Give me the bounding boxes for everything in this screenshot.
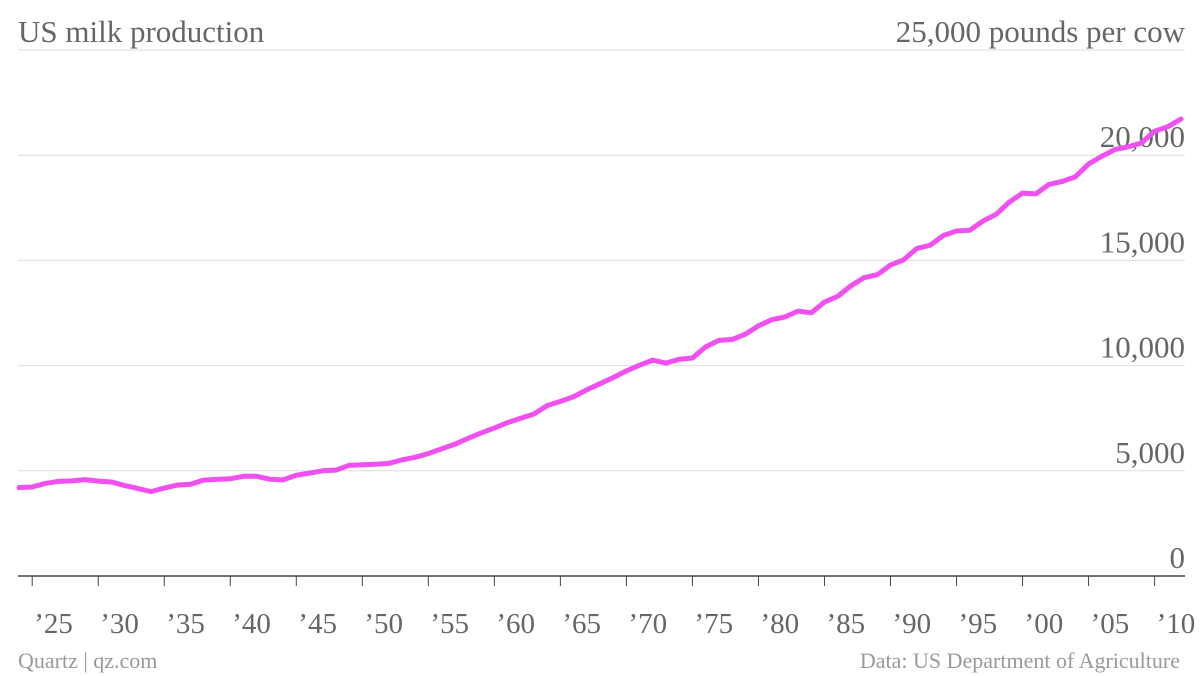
x-tick-label: ’95 [959,608,998,640]
y-tick-label: 10,000 [1100,330,1185,365]
x-tick-label: ’40 [232,608,271,640]
x-tick-label: ’05 [1091,608,1130,640]
x-tick-label: ’70 [628,608,667,640]
chart-title: US milk production [18,14,265,49]
x-tick-label: ’00 [1025,608,1064,640]
x-tick-label: ’50 [364,608,403,640]
x-tick-label: ’60 [496,608,535,640]
x-tick-label: ’45 [298,608,337,640]
credit: Data: US Department of Agriculture [860,648,1180,673]
x-tick-label: ’75 [694,608,733,640]
x-tick-label: ’25 [34,608,73,640]
y-tick-label: 15,000 [1100,224,1185,259]
x-tick-label: ’10 [1157,608,1196,640]
x-tick-label: ’80 [760,608,799,640]
x-tick-label: ’85 [826,608,865,640]
data-line [16,116,1184,495]
x-tick-label: ’35 [166,608,205,640]
x-tick-label: ’65 [562,608,601,640]
y-tick-label: 25,000 pounds per cow [896,14,1186,49]
y-tick-label: 5,000 [1115,435,1185,470]
source: Quartz | qz.com [18,648,157,673]
x-tick-label: ’90 [893,608,932,640]
x-tick-label: ’55 [430,608,469,640]
y-tick-label: 0 [1170,540,1186,575]
x-tick-label: ’30 [100,608,139,640]
